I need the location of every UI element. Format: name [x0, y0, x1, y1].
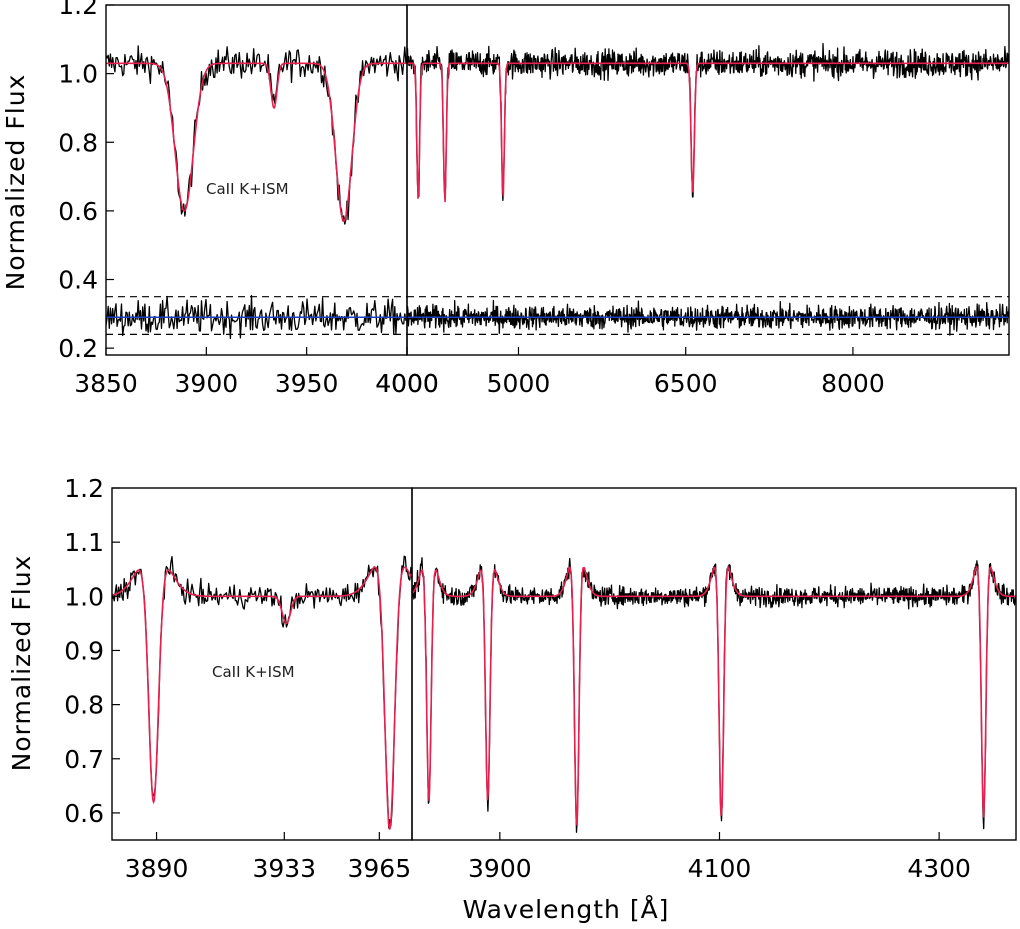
bottom-left-x-tick-label: 3890 — [125, 854, 189, 883]
top-annotation-caii: CaII K+ISM — [206, 180, 289, 198]
bottom-left-x-tick-label: 3965 — [348, 854, 412, 883]
top-y-axis-title: Normalized Flux — [1, 74, 30, 291]
top-left-x-tick-label: 3900 — [175, 369, 239, 398]
bottom-y-tick-label: 0.6 — [64, 799, 104, 828]
top-right-observed-spectrum — [406, 42, 1009, 202]
top-y-tick-label: 0.4 — [58, 266, 98, 295]
top-y-tick-label: 0.2 — [58, 334, 98, 363]
top-plot-area — [106, 42, 1009, 340]
top-left-residuals — [106, 294, 408, 340]
top-right-model-fit — [407, 62, 1009, 203]
bottom-right-x-tick-label: 4300 — [907, 854, 971, 883]
bottom-panel: 3890 3933 3965 3900 4100 4300 0.6 0.7 0.8 0.9 1.0 1… — [64, 474, 1017, 883]
bottom-plot-area — [112, 555, 1016, 833]
bottom-annotation-caii: CaII K+ISM — [212, 663, 295, 681]
top-right-x-tick-label: 6500 — [654, 369, 718, 398]
bottom-right-x-tick-label: 4100 — [688, 854, 752, 883]
top-left-x-tick-label: 3850 — [74, 369, 138, 398]
top-right-frame — [406, 4, 1010, 356]
bottom-right-frame — [411, 487, 1017, 841]
top-right-x-tick-label: 5000 — [487, 369, 551, 398]
top-right-x-tick-label: 8000 — [821, 369, 885, 398]
top-y-tick-label: 1.2 — [58, 0, 98, 20]
bottom-y-tick-label: 1.1 — [64, 528, 104, 557]
top-left-model-fit — [106, 62, 407, 223]
top-y-tick-label: 0.8 — [58, 128, 98, 157]
top-y-tick-label: 1.0 — [58, 60, 98, 89]
bottom-y-tick-label: 0.7 — [64, 745, 104, 774]
bottom-left-x-tick-label: 3933 — [252, 854, 316, 883]
top-right-residuals — [406, 299, 1009, 336]
top-left-x-tick-label: 3950 — [275, 369, 339, 398]
bottom-y-axis-title: Normalized Flux — [7, 555, 36, 772]
bottom-right-observed-spectrum — [411, 557, 1016, 833]
bottom-x-axis-title: Wavelength [Å] — [463, 895, 670, 924]
top-left-observed-spectrum — [106, 45, 408, 225]
bottom-y-tick-label: 1.0 — [64, 582, 104, 611]
bottom-right-x-tick-label: 3900 — [468, 854, 532, 883]
bottom-left-model-fit — [112, 566, 413, 831]
bottom-y-tick-label: 1.2 — [64, 474, 104, 503]
bottom-y-tick-label: 0.8 — [64, 691, 104, 720]
top-left-x-tick-label: 4000 — [375, 369, 439, 398]
top-y-tick-label: 0.6 — [58, 197, 98, 226]
top-right-x-tick-label: 4000 — [375, 369, 439, 398]
bottom-y-tick-label: 0.9 — [64, 636, 104, 665]
bottom-right-model-fit — [411, 565, 1016, 826]
